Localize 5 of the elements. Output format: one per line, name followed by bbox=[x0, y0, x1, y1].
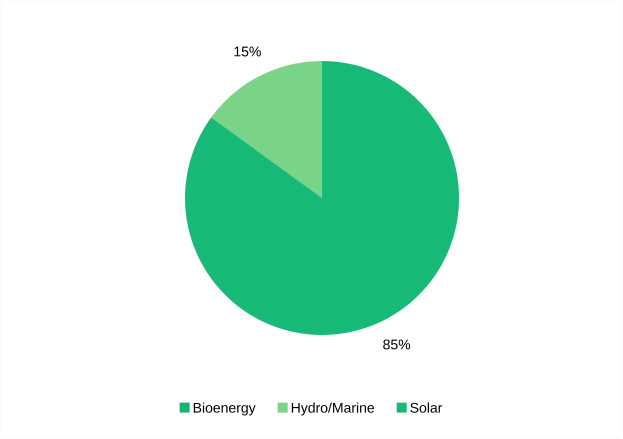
legend-label: Solar bbox=[410, 402, 442, 413]
data-label: 15% bbox=[234, 46, 261, 56]
legend-label: Bioenergy bbox=[194, 402, 256, 416]
data-label: 85% bbox=[383, 340, 410, 350]
legend-label: Hydro/Marine bbox=[292, 402, 374, 416]
